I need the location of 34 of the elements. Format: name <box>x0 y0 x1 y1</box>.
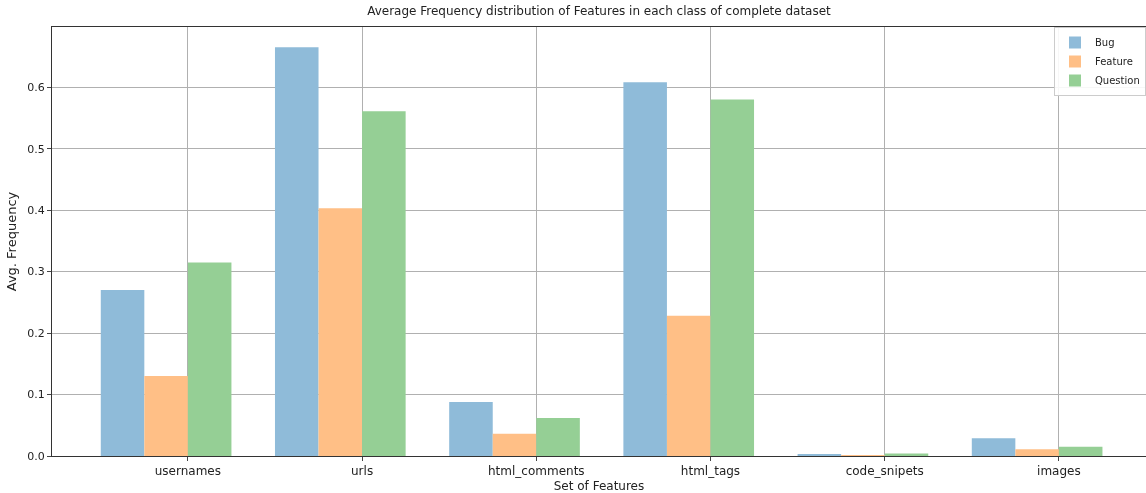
x-tick-label: html_tags <box>680 464 741 479</box>
y-axis-title: Avg. Frequency <box>4 191 19 292</box>
chart-title: Average Frequency distribution of Features in each class of complete dataset <box>367 4 832 19</box>
bar <box>971 438 1016 456</box>
y-tick-label: 0.6 <box>27 81 45 95</box>
bar <box>492 433 537 456</box>
y-tick-label: 0.3 <box>27 265 45 279</box>
bar <box>100 290 145 456</box>
x-tick-label: urls <box>351 464 374 479</box>
bar <box>274 47 319 456</box>
y-tick-label: 0.1 <box>27 388 45 402</box>
bar <box>144 376 188 456</box>
bar <box>362 111 406 456</box>
bar <box>623 82 667 456</box>
legend-label: Bug <box>1095 37 1115 49</box>
legend-label: Question <box>1095 75 1140 87</box>
bar <box>710 99 755 456</box>
bar <box>666 315 711 456</box>
bar <box>187 262 232 456</box>
y-tick-label: 0.4 <box>27 204 45 217</box>
bar <box>449 401 493 456</box>
bar <box>1015 449 1059 456</box>
bar <box>318 208 363 456</box>
bar <box>536 417 580 456</box>
x-tick-label: usernames <box>154 464 222 479</box>
y-tick-label: 0.5 <box>27 142 45 156</box>
legend-label: Feature <box>1095 56 1133 68</box>
x-tick-label: images <box>1037 464 1081 479</box>
x-tick-label: code_snipets <box>845 464 924 479</box>
y-tick-label: 0.2 <box>27 326 45 340</box>
bar <box>1058 446 1103 456</box>
y-tick-label: 0.0 <box>27 449 45 463</box>
x-axis-title: Set of Features <box>553 479 645 493</box>
x-tick-label: html_comments <box>487 464 585 479</box>
